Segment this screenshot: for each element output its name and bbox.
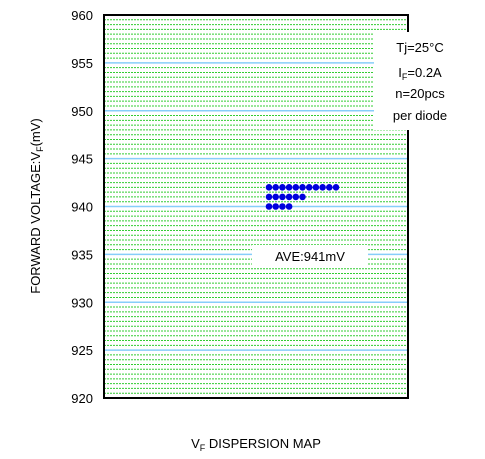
data-point	[292, 193, 300, 201]
data-point	[292, 184, 300, 191]
y-tick-label: 945	[71, 152, 93, 167]
condition-current: IF=0.2A	[398, 65, 442, 82]
data-point	[326, 184, 333, 191]
condition-sample-count: n=20pcs	[395, 86, 445, 101]
y-axis-label: FORWARD VOLTAGE:VF(mV)	[28, 118, 45, 294]
average-label-bg	[252, 245, 368, 267]
data-point	[312, 184, 320, 191]
y-tick-label: 960	[71, 8, 93, 23]
data-points	[265, 184, 340, 210]
grid-lines	[104, 19, 408, 394]
data-point	[265, 203, 273, 210]
y-tick-label: 925	[71, 343, 93, 358]
y-tick-label: 940	[71, 200, 93, 215]
data-point	[272, 184, 280, 191]
data-point	[299, 193, 306, 201]
data-point	[272, 203, 280, 210]
data-point	[319, 184, 326, 191]
y-tick-label: 920	[71, 391, 93, 406]
data-point	[279, 203, 286, 210]
y-tick-label: 935	[71, 247, 93, 262]
average-label: AVE:941mV	[275, 249, 345, 264]
y-tick-label: 955	[71, 56, 93, 71]
conditions-box-bg	[374, 32, 470, 130]
data-point	[285, 184, 293, 191]
y-tick-label: 950	[71, 104, 93, 119]
condition-per-diode: per diode	[393, 108, 447, 123]
data-point	[272, 193, 280, 201]
x-axis-title: VF DISPERSION MAP	[191, 436, 321, 453]
y-tick-labels: 920 925 930 935 940 945 950 955 960	[71, 8, 93, 406]
data-point	[279, 184, 286, 191]
data-point	[285, 193, 293, 201]
data-point	[332, 184, 340, 191]
condition-temperature: Tj=25°C	[396, 40, 443, 55]
data-point	[265, 184, 273, 191]
data-point	[265, 193, 273, 201]
data-point	[305, 184, 313, 191]
plot-area-frame	[103, 14, 409, 399]
data-point	[299, 184, 306, 191]
data-point	[285, 203, 293, 210]
y-tick-label: 930	[71, 295, 93, 310]
data-point	[279, 193, 286, 201]
